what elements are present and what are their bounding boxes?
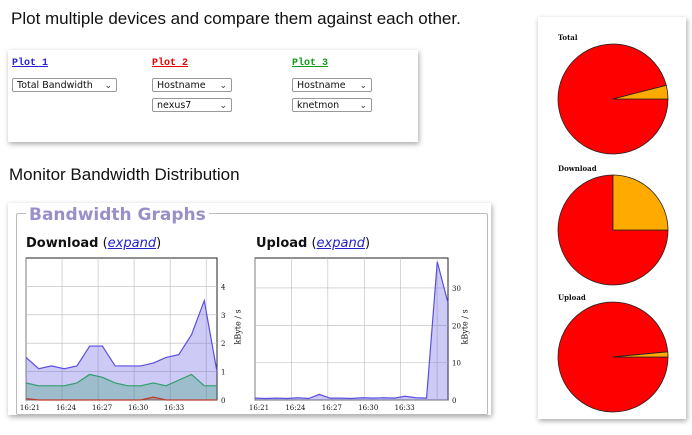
download-series-2-line — [25, 396, 217, 401]
upload-y-tick: 30 — [452, 285, 461, 293]
download-series-1-area — [26, 374, 217, 400]
upload-x-tick: 16:24 — [285, 404, 306, 412]
download-graph-title: Download (expand) — [26, 236, 161, 251]
pie-title-upload: Upload — [558, 293, 586, 302]
chevron-down-icon: ⌄ — [219, 101, 227, 111]
pie-title-download: Download — [558, 164, 597, 173]
plot-1-title[interactable]: Plot 1 — [12, 58, 49, 69]
paren-open: ( — [102, 236, 108, 251]
download-series-0-line — [25, 298, 218, 372]
plot-selector-panel: Plot 1 Total Bandwidth ⌄ Plot 2 Hostname… — [8, 50, 418, 142]
plot-2-type-value: Hostname — [157, 80, 206, 91]
plot-1-metric-select[interactable]: Total Bandwidth ⌄ — [12, 78, 117, 92]
paren-open: ( — [311, 236, 317, 251]
pie-charts — [557, 43, 669, 413]
chevron-down-icon: ⌄ — [219, 81, 227, 91]
download-series-1-line — [25, 373, 217, 387]
upload-x-tick: 16:21 — [250, 404, 269, 412]
download-title-text: Download — [26, 236, 99, 251]
upload-x-tick: 16:30 — [358, 404, 378, 412]
upload-plot-area — [254, 257, 449, 401]
plot-2-host-select[interactable]: nexus7 ⌄ — [152, 98, 232, 112]
plot-3-host-value: knetmon — [297, 100, 340, 111]
download-x-tick: 16:27 — [92, 404, 112, 412]
download-chart: 0 1 2 3 4 16:21 16:24 16:27 16:30 16:33 — [20, 257, 226, 412]
chevron-down-icon: ⌄ — [359, 101, 367, 111]
monitor-heading: Monitor Bandwidth Distribution — [9, 165, 240, 184]
upload-x-tick: 16:27 — [322, 404, 342, 412]
plot-2-host-value: nexus7 — [157, 100, 192, 111]
upload-y-tick: 20 — [452, 322, 461, 330]
upload-ylabel: kByte / s — [460, 309, 470, 345]
plot-3-host-select[interactable]: knetmon ⌄ — [292, 98, 372, 112]
download-y-tick: 3 — [221, 312, 225, 320]
paren-close: ) — [156, 236, 162, 251]
download-y-tick: 2 — [221, 340, 225, 348]
pie-title-total: Total — [558, 33, 578, 42]
chevron-down-icon: ⌄ — [359, 81, 367, 91]
download-y-tick: 0 — [221, 397, 225, 405]
pie-download-slice-1 — [612, 174, 669, 231]
plot-2-title[interactable]: Plot 2 — [152, 58, 189, 69]
download-y-tick: 1 — [221, 369, 225, 377]
upload-title-text: Upload — [256, 236, 308, 251]
upload-x-tick: 16:33 — [395, 404, 415, 412]
plot-3-type-value: Hostname — [297, 80, 346, 91]
download-ylabel: kByte / s — [233, 309, 243, 345]
upload-y-tick: 10 — [452, 360, 461, 368]
upload-chart: 0 10 20 30 16:21 16:24 16:27 16:30 16:33 — [250, 257, 461, 412]
upload-series-0-line — [254, 261, 449, 400]
pie-total-slice-1 — [612, 84, 669, 100]
download-series-0-area — [26, 300, 217, 400]
chevron-down-icon: ⌄ — [104, 81, 112, 91]
upload-series-0-area — [255, 261, 448, 400]
compare-heading: Plot multiple devices and compare them a… — [11, 9, 461, 28]
download-x-tick: 16:33 — [164, 404, 184, 412]
download-expand-link[interactable]: expand — [107, 236, 157, 251]
bandwidth-graphs-legend: Bandwidth Graphs — [26, 205, 209, 225]
upload-y-tick: 0 — [452, 397, 456, 405]
upload-expand-link[interactable]: expand — [316, 236, 365, 251]
download-x-tick: 16:30 — [128, 404, 148, 412]
plot-3-type-select[interactable]: Hostname ⌄ — [292, 78, 372, 92]
download-x-tick: 16:24 — [56, 404, 77, 412]
upload-graph-title: Upload (expand) — [256, 236, 370, 251]
plot-3-title[interactable]: Plot 3 — [292, 58, 329, 69]
download-x-tick: 16:21 — [20, 404, 40, 412]
download-y-tick: 4 — [221, 283, 226, 291]
pie-upload-slice-1 — [612, 351, 669, 358]
plot-1-metric-value: Total Bandwidth — [17, 80, 93, 91]
download-plot-area — [25, 257, 218, 401]
plot-2-type-select[interactable]: Hostname ⌄ — [152, 78, 232, 92]
paren-close: ) — [364, 236, 371, 251]
bandwidth-fieldset — [16, 213, 488, 415]
